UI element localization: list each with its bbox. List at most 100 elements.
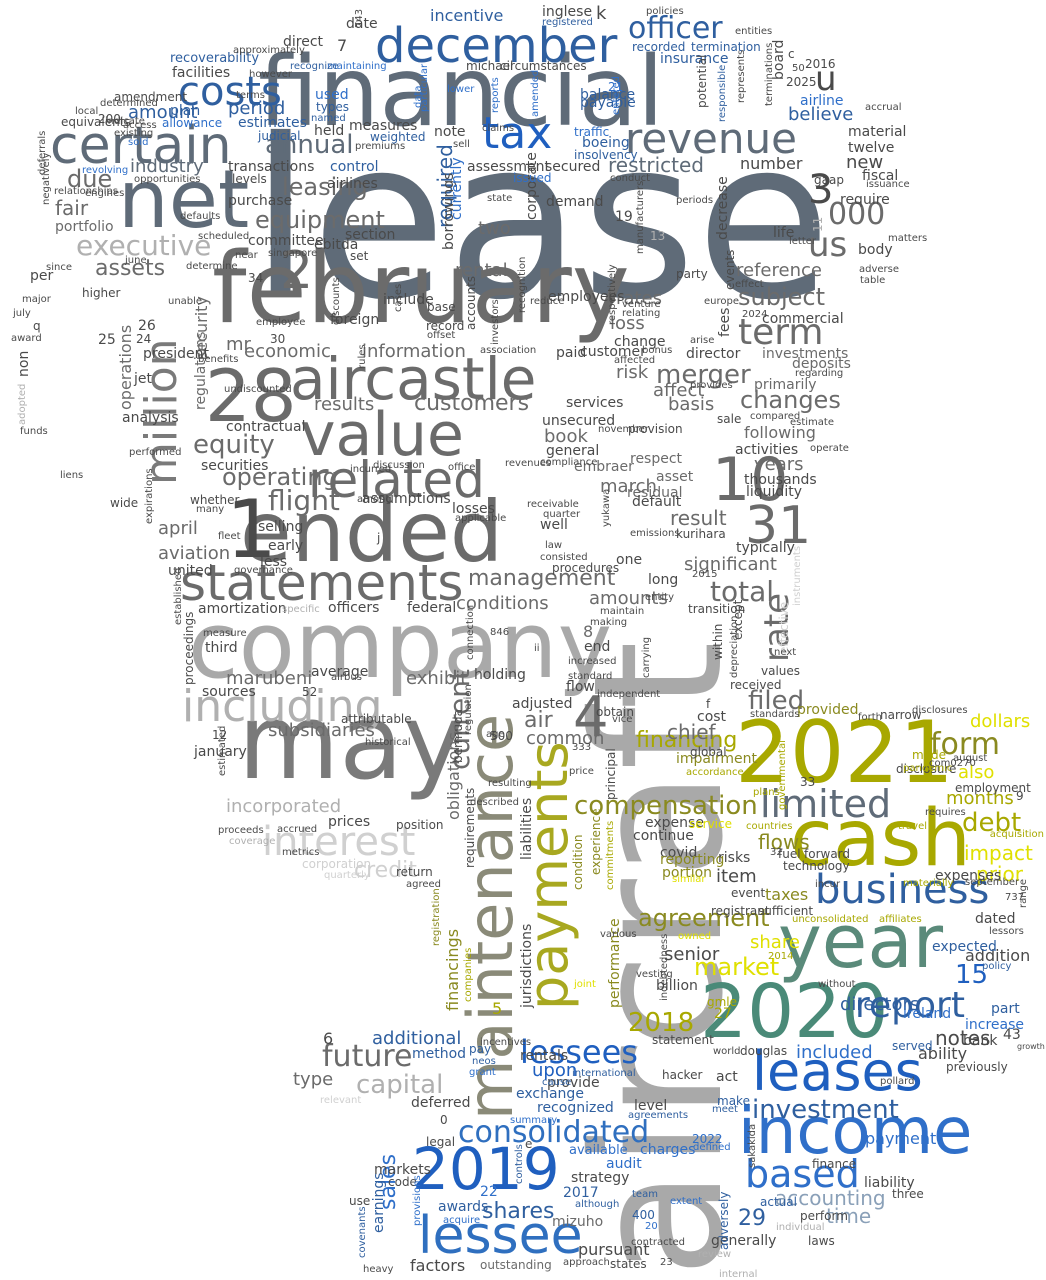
word-plan-172: plan	[170, 103, 201, 119]
word-previously-270: previously	[946, 1060, 1008, 1074]
word-deferred-262: deferred	[411, 1095, 471, 1111]
word-leasing-72: leasing	[282, 173, 368, 201]
word-november-461: november	[598, 424, 649, 435]
word-within-294: within	[711, 623, 725, 660]
word-foreign-524: foreign	[330, 312, 380, 328]
word-subject-70: subject	[738, 283, 825, 311]
word-provided-274: provided	[797, 702, 859, 718]
word-capital-57: capital	[356, 1070, 444, 1100]
word-earnings-159: earnings	[371, 1172, 387, 1233]
word-num-0-19: 0	[440, 1113, 448, 1127]
word-march-97: march	[600, 476, 657, 497]
word-billion-258: billion	[656, 978, 698, 994]
word-approach-283: approach	[563, 1257, 610, 1268]
word-liabilities-366: liabilities	[519, 797, 535, 860]
word-expenses-152: expenses	[935, 868, 1002, 884]
word-described-364: described	[470, 797, 519, 808]
word-letter-303: letter	[789, 236, 817, 247]
word-age-543: age	[486, 729, 505, 740]
word-president-228: president	[143, 346, 209, 362]
word-upon-132: upon	[532, 1060, 578, 1081]
word-price-301: price	[569, 766, 594, 777]
word-pandemic-423: pandemic	[903, 763, 953, 774]
word-sale-463: sale	[717, 412, 742, 426]
word-1-41: 1	[226, 483, 277, 576]
word-num-743-25: 743	[354, 8, 365, 28]
word-due-74: due	[67, 165, 113, 193]
word-require-184: require	[840, 192, 890, 208]
word-num-20-18: 20	[645, 1221, 658, 1232]
word-direct-233: direct	[283, 34, 324, 50]
word-num-2022-31: 2022	[692, 1132, 723, 1146]
word-year-10: year	[778, 899, 944, 985]
word-table-306: table	[860, 275, 886, 286]
word-pollard-404: pollard	[880, 1076, 915, 1087]
word-team-390: team	[632, 1189, 658, 1200]
word-num-2015-28: 2015	[692, 569, 718, 580]
word-yukawa-446: yukawa	[601, 488, 612, 527]
word-amounts-105: amounts	[589, 588, 668, 609]
word-policies-310: policies	[646, 6, 684, 17]
word-determine-516: determine	[186, 261, 238, 272]
word-maintain-440: maintain	[600, 606, 645, 617]
word-unable-519: unable	[168, 296, 203, 307]
word-services-197: services	[566, 395, 624, 411]
word-director-191: director	[686, 346, 741, 362]
word-named-504: named	[311, 113, 346, 124]
word-unsecured-198: unsecured	[542, 413, 616, 429]
word-decrease-480: decrease	[715, 176, 731, 240]
word-portfolio-147: portfolio	[55, 219, 114, 235]
word-however-328: however	[249, 69, 292, 80]
word-provisions-400: provisions	[412, 1175, 423, 1226]
word-section-243: section	[345, 227, 396, 243]
word-receivable-452: receivable	[527, 499, 579, 510]
word-finance-267: finance	[812, 1157, 857, 1171]
word-employment-273: employment	[955, 781, 1031, 795]
word-undiscounted-527: undiscounted	[224, 384, 292, 395]
word-major-331: major	[22, 294, 51, 305]
word-award-332: award	[11, 333, 42, 344]
word-compensation-60: compensation	[574, 791, 758, 821]
word-num-333-21: 333	[572, 742, 592, 753]
word-payable-177: payable	[580, 95, 636, 111]
word-revolving-326: revolving	[82, 165, 129, 176]
word-28-25: 28	[205, 354, 297, 438]
word-9-145: 9	[1016, 789, 1024, 803]
word-15-139: 15	[955, 960, 989, 990]
word-per-250: per	[30, 268, 54, 284]
word-basis-92: basis	[668, 394, 715, 415]
word-markets-160: markets	[374, 1162, 431, 1178]
word-applicable-454: applicable	[455, 513, 507, 524]
word-local-320: local	[75, 106, 99, 117]
word-near-517: near	[235, 250, 258, 261]
word-accrual-307: accrual	[865, 102, 902, 113]
word-affect-91: affect	[653, 380, 705, 401]
word-wide-339: wide	[110, 496, 139, 510]
word-cause-389: cause	[542, 1077, 572, 1088]
word-num-19-2: 19	[615, 209, 633, 225]
word-one-451: one	[616, 552, 643, 568]
word-liquidity-194: liquidity	[746, 484, 802, 500]
word-vesting-376: vesting	[636, 969, 673, 980]
word-officer-48: officer	[628, 11, 723, 46]
word-engines-322: engines	[85, 188, 125, 199]
word-us-46: us	[808, 225, 848, 265]
word-compliance-455: compliance	[540, 457, 598, 468]
word-weighted-505: weighted	[370, 130, 426, 144]
word-rental-86: rental	[455, 260, 508, 281]
word-bonus-470: bonus	[642, 345, 673, 356]
word-accounts-530: accounts	[464, 275, 478, 330]
word-regulation-363: regulation	[463, 684, 474, 735]
word-opportunities-325: opportunities	[134, 174, 201, 185]
word-strategy-265: strategy	[571, 1170, 630, 1186]
word-event-288: event	[731, 886, 766, 900]
word-industry-76: industry	[130, 156, 204, 177]
word-q-334: q	[33, 319, 41, 333]
word-july-330: july	[13, 308, 31, 319]
word-lease-0: lease	[250, 92, 832, 348]
word-net-7: net	[118, 153, 250, 246]
word-debt-59: debt	[962, 808, 1022, 838]
word-incorporated-110: incorporated	[226, 796, 342, 817]
word-merger-68: merger	[656, 360, 751, 390]
